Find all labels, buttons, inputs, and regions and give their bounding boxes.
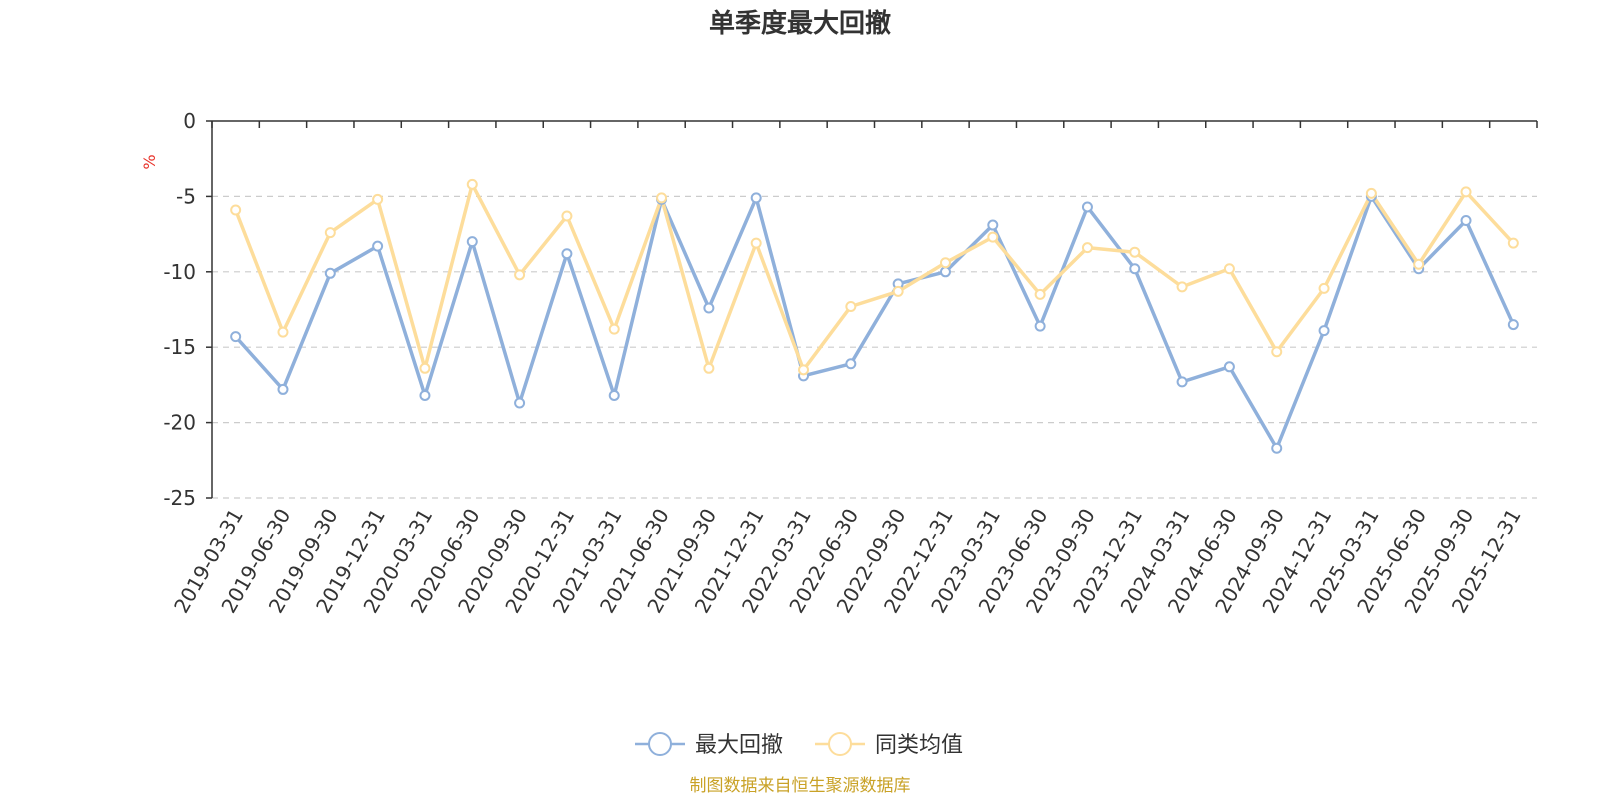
series-line (234, 182, 1515, 372)
data-point (987, 231, 999, 243)
grid-lines (212, 195, 1537, 499)
y-tick-label: -5 (176, 184, 196, 208)
data-point (703, 362, 715, 374)
data-point (1507, 319, 1519, 331)
chart-title: 单季度最大回撤 (709, 8, 891, 39)
data-point (277, 383, 289, 395)
data-point (1223, 263, 1235, 275)
data-point (1081, 242, 1093, 254)
y-tick-label: -20 (163, 411, 196, 435)
data-point (1460, 215, 1472, 227)
data-point (372, 240, 384, 252)
data-point (798, 364, 810, 376)
data-point (608, 389, 620, 401)
x-tick-labels: 2019-03-312019-06-302019-09-302019-12-31… (169, 504, 1526, 617)
data-point (514, 269, 526, 281)
data-point (1271, 346, 1283, 358)
data-point (750, 237, 762, 249)
data-point (1129, 263, 1141, 275)
data-point (324, 227, 336, 239)
data-point (230, 204, 242, 216)
y-tick-labels: 0 -5 -10 -15 -20 -25 (163, 109, 196, 510)
data-point (892, 285, 904, 297)
data-point (1318, 282, 1330, 294)
series-line (234, 194, 1515, 450)
legend-symbol-marker (828, 732, 852, 756)
data-point (939, 266, 951, 278)
data-point (939, 257, 951, 269)
data-point (561, 248, 573, 260)
data-point (514, 397, 526, 409)
data-point (324, 267, 336, 279)
data-point (750, 192, 762, 204)
source-note: 制图数据来自恒生聚源数据库 (690, 776, 911, 796)
data-point (845, 300, 857, 312)
data-point (608, 323, 620, 335)
data-point (1413, 258, 1425, 270)
data-point (419, 362, 431, 374)
y-tick-label: -15 (163, 335, 196, 359)
data-point (703, 302, 715, 314)
data-point (1365, 187, 1377, 199)
data-point (1271, 442, 1283, 454)
data-point (1176, 281, 1188, 293)
y-axis-unit: % (140, 154, 159, 169)
data-point (1318, 325, 1330, 337)
axes (206, 120, 1538, 499)
series (230, 178, 1519, 454)
legend-symbol-marker (648, 732, 672, 756)
data-point (656, 192, 668, 204)
data-point (466, 178, 478, 190)
data-point (1507, 237, 1519, 249)
data-point (1081, 201, 1093, 213)
data-point (1034, 320, 1046, 332)
data-point (1176, 376, 1188, 388)
data-point (372, 193, 384, 205)
data-point (277, 326, 289, 338)
data-point (1223, 361, 1235, 373)
data-point (561, 210, 573, 222)
y-tick-label: 0 (183, 109, 196, 133)
data-point (845, 358, 857, 370)
y-tick-label: -25 (163, 486, 196, 510)
y-tick-label: -10 (163, 260, 196, 284)
legend: 最大回撤 同类均值 (635, 732, 963, 758)
data-point (230, 331, 242, 343)
data-point (987, 219, 999, 231)
legend-label: 最大回撤 (695, 733, 783, 758)
data-point (1129, 246, 1141, 258)
legend-label: 同类均值 (875, 733, 963, 758)
data-point (466, 236, 478, 248)
data-point (1034, 288, 1046, 300)
data-point (419, 389, 431, 401)
data-point (1460, 186, 1472, 198)
